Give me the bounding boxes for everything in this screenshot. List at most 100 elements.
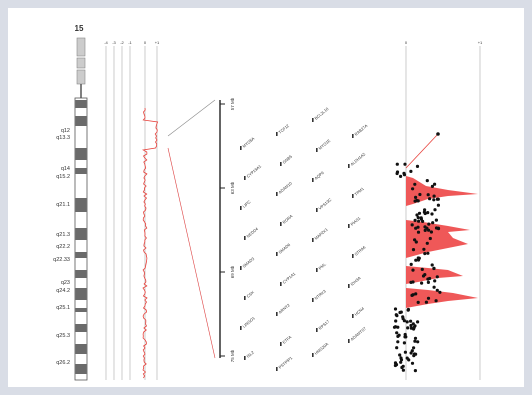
data-point bbox=[427, 222, 431, 226]
figure-panel: 15 q12 q13.3 q14 q15.2 q21.1 q21.3 q22.2 q22.33… bbox=[8, 8, 524, 387]
data-point bbox=[399, 360, 403, 364]
gene-label: CYP19A1 bbox=[245, 163, 262, 179]
data-point bbox=[423, 225, 427, 229]
data-point bbox=[415, 213, 419, 217]
data-point bbox=[431, 221, 435, 225]
gene-marker bbox=[348, 224, 350, 228]
gene-label: SMAD3 bbox=[241, 256, 255, 269]
data-point bbox=[406, 326, 410, 330]
data-point bbox=[420, 281, 424, 285]
data-point bbox=[405, 356, 409, 360]
data-point bbox=[394, 319, 398, 323]
data-point bbox=[428, 197, 432, 201]
data-point bbox=[434, 226, 439, 230]
gene-label: AQP9 bbox=[313, 170, 325, 181]
zoom-axis: 57 Mb 63 Mb 69 Mb 75 Mb bbox=[219, 97, 235, 362]
gain-area bbox=[406, 288, 478, 308]
band-label: q12 bbox=[61, 128, 70, 134]
gene-label: ISL2 bbox=[245, 349, 255, 359]
data-point bbox=[433, 279, 437, 283]
data-point bbox=[397, 333, 401, 337]
data-point bbox=[416, 199, 420, 203]
data-point bbox=[426, 211, 430, 215]
gene-label: ADAMTS7 bbox=[349, 325, 367, 341]
gene-label: ARNT2 bbox=[277, 302, 291, 315]
data-point bbox=[400, 365, 404, 370]
data-point bbox=[430, 184, 434, 188]
log-ratio-tick: -4 bbox=[104, 40, 108, 45]
band-label: q25.3 bbox=[56, 333, 70, 339]
band-label: q26.2 bbox=[56, 360, 70, 366]
data-point bbox=[432, 194, 436, 198]
data-point bbox=[425, 241, 429, 245]
data-point bbox=[432, 198, 436, 202]
gene-label: CSK bbox=[245, 289, 255, 298]
satellite-block bbox=[76, 69, 86, 85]
gene-marker bbox=[312, 353, 314, 357]
band-label: q24.2 bbox=[56, 288, 70, 294]
data-point bbox=[434, 218, 438, 222]
gene-label: RAB27A bbox=[353, 123, 368, 137]
gene-label: BCL2L10 bbox=[313, 106, 330, 121]
gene-label: HCN4 bbox=[353, 305, 365, 316]
gene-label: PIAS1 bbox=[349, 215, 361, 227]
data-point bbox=[395, 346, 399, 350]
log-ratio-tick: -3 bbox=[112, 40, 116, 45]
gene-label: LINGO1 bbox=[241, 315, 256, 329]
data-point bbox=[413, 182, 417, 186]
chromosome-band bbox=[75, 324, 87, 332]
data-point bbox=[394, 363, 399, 367]
data-point bbox=[419, 216, 423, 220]
gene-label: TPM1 bbox=[353, 186, 365, 197]
copy-number-points bbox=[392, 132, 442, 373]
gene-marker bbox=[352, 134, 354, 138]
data-point bbox=[426, 193, 430, 197]
gene-marker bbox=[312, 298, 314, 302]
gene-label: RPS17 bbox=[317, 318, 331, 330]
data-point bbox=[416, 300, 420, 304]
log-ratio-tick: -1 bbox=[128, 40, 132, 45]
gene-marker bbox=[240, 266, 242, 270]
data-point bbox=[414, 258, 418, 262]
zoom-axis-ticks: 57 Mb 63 Mb 69 Mb 75 Mb bbox=[220, 97, 235, 362]
gene-marker bbox=[276, 367, 278, 371]
gene-marker bbox=[244, 296, 246, 300]
gene-marker bbox=[316, 148, 318, 152]
band-label: q13.3 bbox=[56, 135, 70, 141]
data-point bbox=[399, 358, 404, 362]
gene-label: RORA bbox=[281, 213, 293, 224]
gene-marker bbox=[276, 252, 278, 256]
stalk-block bbox=[76, 57, 86, 69]
chromosome-band bbox=[75, 116, 87, 126]
gene-marker bbox=[352, 314, 354, 318]
gene-marker bbox=[348, 164, 350, 168]
data-point bbox=[413, 339, 417, 343]
gene-marker bbox=[312, 118, 314, 122]
gene-marker bbox=[312, 178, 314, 182]
gene-label: MYO5A bbox=[241, 136, 255, 149]
chromosome-band bbox=[75, 168, 87, 174]
data-point bbox=[417, 219, 421, 223]
gene-labels: MYO5A TCF12 BCL2L10 CYP19A1 GNB5 MYO1E RAB27A L… bbox=[240, 106, 369, 371]
gain-area bbox=[406, 220, 470, 258]
data-point bbox=[427, 228, 431, 232]
data-point bbox=[413, 369, 417, 373]
data-point bbox=[409, 262, 413, 266]
gene-label: MYO1E bbox=[317, 138, 331, 151]
gene-marker bbox=[352, 194, 354, 198]
gene-marker bbox=[280, 162, 282, 166]
gene-label: LIPC bbox=[241, 199, 251, 209]
gene-label: STRA6 bbox=[353, 244, 367, 257]
data-point bbox=[394, 313, 398, 317]
data-point bbox=[423, 228, 427, 232]
gene-label: CYP1A1 bbox=[281, 271, 297, 285]
data-point bbox=[414, 352, 418, 356]
data-point bbox=[435, 197, 439, 201]
log-ratio-tick: -2 bbox=[120, 40, 124, 45]
data-point bbox=[399, 174, 403, 178]
data-point bbox=[421, 219, 425, 223]
data-point bbox=[398, 353, 402, 357]
centromere-block bbox=[76, 37, 86, 57]
gene-marker bbox=[316, 268, 318, 272]
data-point bbox=[422, 247, 426, 251]
